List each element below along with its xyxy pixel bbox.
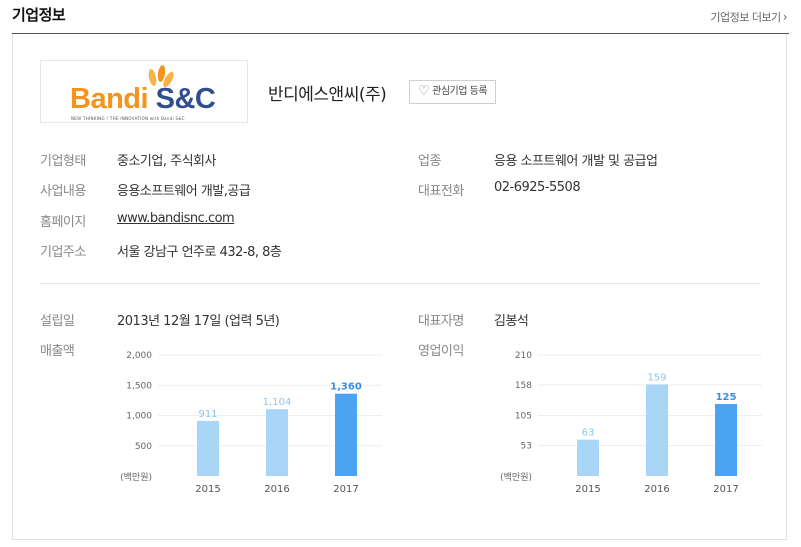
chevron-right-icon: › [782, 10, 788, 24]
profit-ytick-label: 53 [521, 441, 532, 451]
sales-ytick-label: 2,000 [126, 351, 152, 361]
profit-unit-label: (백만원) [500, 472, 532, 483]
profit-value-label: 63 [582, 428, 595, 439]
logo-wordmark: Bandi S&C [70, 83, 216, 116]
sales-ytick-label: 1,500 [126, 381, 152, 391]
sales-category-label: 2016 [264, 484, 289, 495]
profit-value-label: 159 [647, 372, 666, 383]
ceo-label: 대표자명 [418, 314, 464, 329]
founded-value: 2013년 12월 17일 (업력 5년) [117, 314, 280, 329]
sales-bar [197, 420, 219, 476]
section-divider [40, 283, 760, 284]
sales-label: 매출액 [40, 344, 75, 359]
logo-text-left: Bandi [70, 83, 149, 115]
sales-ytick-label: 1,000 [126, 412, 152, 422]
address-label: 기업주소 [40, 245, 86, 260]
section-title: 기업정보 [12, 6, 66, 24]
operating-profit-chart: 210 158 105 53 (백만원) 63 2015 159 2016 125 2017 [500, 351, 762, 495]
sales-unit-label: (백만원) [120, 472, 152, 483]
operating-profit-label: 영업이익 [418, 344, 464, 359]
profit-ytick-label: 158 [515, 381, 532, 391]
industry-value: 응용 소프트웨어 개발 및 공급업 [494, 154, 658, 169]
profit-bar [715, 403, 737, 476]
profit-value-label: 125 [716, 392, 737, 403]
business-value: 응용소프트웨어 개발,공급 [117, 184, 251, 199]
sales-category-label: 2015 [195, 484, 220, 495]
company-logo: Bandi S&C NEW THINKING ! THE INNOVATION … [40, 60, 248, 123]
business-label: 사업내용 [40, 184, 86, 199]
company-info-card [12, 34, 787, 540]
address-value: 서울 강남구 언주로 432-8, 8층 [117, 245, 282, 260]
profit-ytick-label: 210 [515, 351, 532, 361]
company-type-value: 중소기업, 주식회사 [117, 154, 216, 169]
sales-bar [335, 393, 357, 476]
phone-value: 02-6925-5508 [494, 180, 581, 195]
profit-category-label: 2015 [575, 484, 600, 495]
header-divider [12, 33, 789, 34]
sales-bar [266, 409, 288, 476]
profit-category-label: 2017 [713, 484, 738, 495]
sales-chart: 2,000 1,500 1,000 500 (백만원) 911 2015 1,104 2016 1… [120, 351, 382, 495]
company-type-label: 기업형태 [40, 154, 86, 169]
founded-label: 설립일 [40, 314, 75, 329]
profit-ytick-label: 105 [515, 412, 532, 422]
sales-ytick-label: 500 [135, 442, 152, 452]
add-favorite-label: 관심기업 등록 [432, 86, 488, 97]
industry-label: 업종 [418, 154, 441, 169]
homepage-link[interactable]: www.bandisnc.com [117, 211, 235, 226]
logo-text-right: S&C [155, 83, 216, 115]
more-link-label: 기업정보 더보기 [710, 11, 781, 24]
sales-value-label: 911 [198, 409, 217, 420]
heart-icon: ♡ [418, 84, 430, 99]
sales-category-label: 2017 [333, 484, 358, 495]
sales-value-label: 1,360 [330, 382, 362, 393]
sales-value-label: 1,104 [263, 397, 292, 408]
company-name: 반디에스앤씨(주) [268, 85, 387, 105]
profit-bar [577, 439, 599, 476]
phone-label: 대표전화 [418, 184, 464, 199]
profit-category-label: 2016 [644, 484, 669, 495]
homepage-label: 홈페이지 [40, 215, 86, 230]
profit-bar [646, 384, 668, 476]
logo-tagline: NEW THINKING ! THE INNOVATION with Bandi… [71, 116, 185, 121]
company-info-more-link[interactable]: 기업정보 더보기 › [710, 9, 787, 25]
ceo-value: 김봉석 [494, 314, 529, 329]
add-favorite-button[interactable]: ♡ 관심기업 등록 [409, 80, 497, 104]
